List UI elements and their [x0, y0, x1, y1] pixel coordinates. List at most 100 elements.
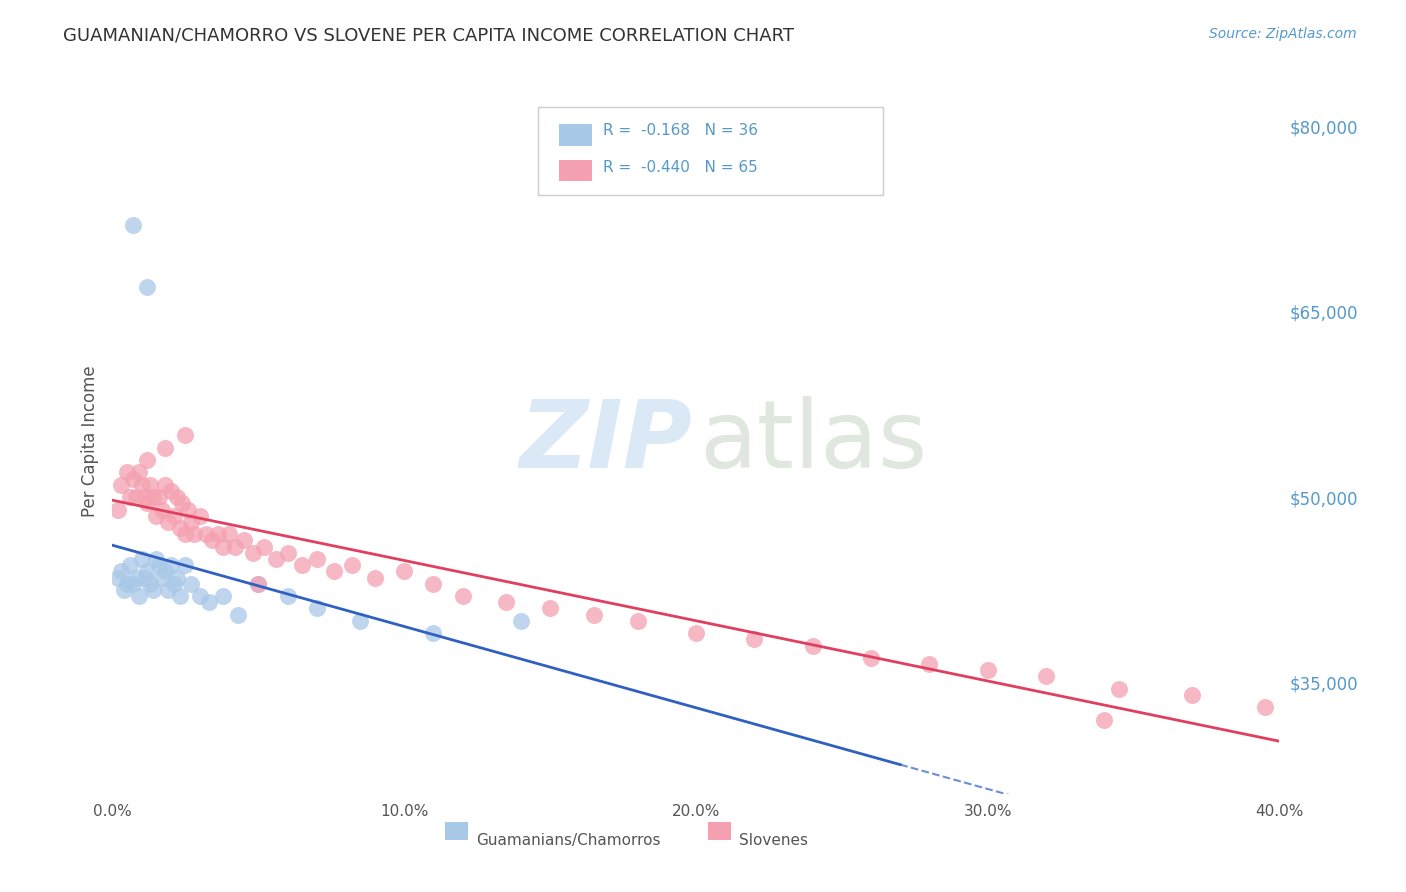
Point	[172, 496, 194, 510]
Point	[160, 558, 183, 573]
Text: Guamanians/Chamorros: Guamanians/Chamorros	[477, 832, 661, 847]
FancyBboxPatch shape	[560, 160, 592, 181]
Text: R =  -0.440   N = 65: R = -0.440 N = 65	[603, 160, 758, 175]
Point	[276, 546, 298, 560]
Point	[340, 558, 363, 573]
Point	[166, 570, 188, 584]
Point	[122, 472, 145, 486]
FancyBboxPatch shape	[446, 822, 468, 839]
Point	[115, 576, 138, 591]
Point	[163, 508, 186, 523]
Point	[188, 508, 211, 523]
Point	[364, 570, 387, 584]
Point	[156, 582, 179, 597]
Point	[134, 570, 156, 584]
Point	[169, 521, 191, 535]
Point	[110, 565, 132, 579]
Point	[163, 576, 186, 591]
FancyBboxPatch shape	[707, 822, 731, 839]
Point	[148, 558, 170, 573]
Point	[136, 565, 159, 579]
Point	[685, 626, 707, 640]
Point	[509, 614, 531, 628]
Point	[976, 663, 998, 677]
Point	[150, 502, 173, 516]
Point	[1108, 681, 1130, 696]
Point	[107, 502, 129, 516]
Point	[212, 540, 235, 554]
Point	[128, 466, 150, 480]
Text: Source: ZipAtlas.com: Source: ZipAtlas.com	[1209, 27, 1357, 41]
Point	[112, 582, 135, 597]
Point	[174, 428, 197, 442]
Point	[131, 552, 153, 566]
Point	[107, 570, 129, 584]
Point	[180, 576, 202, 591]
Point	[166, 490, 188, 504]
Point	[136, 453, 159, 467]
Point	[918, 657, 941, 671]
Point	[174, 527, 197, 541]
Point	[153, 565, 176, 579]
Point	[153, 478, 176, 492]
Text: GUAMANIAN/CHAMORRO VS SLOVENE PER CAPITA INCOME CORRELATION CHART: GUAMANIAN/CHAMORRO VS SLOVENE PER CAPITA…	[63, 27, 794, 45]
Point	[122, 218, 145, 232]
Point	[291, 558, 314, 573]
Point	[394, 565, 416, 579]
Point	[305, 601, 328, 615]
Point	[1181, 688, 1204, 702]
Point	[247, 576, 270, 591]
Point	[582, 607, 605, 622]
Point	[110, 478, 132, 492]
Point	[148, 490, 170, 504]
Point	[201, 533, 224, 548]
Point	[169, 589, 191, 603]
Point	[142, 490, 165, 504]
Point	[451, 589, 474, 603]
FancyBboxPatch shape	[538, 107, 883, 194]
Point	[153, 441, 176, 455]
Point	[128, 589, 150, 603]
Point	[125, 570, 148, 584]
Point	[538, 601, 561, 615]
Point	[145, 552, 167, 566]
Point	[136, 496, 159, 510]
Point	[188, 589, 211, 603]
Point	[131, 478, 153, 492]
FancyBboxPatch shape	[560, 124, 592, 145]
Text: ZIP: ZIP	[520, 395, 693, 488]
Point	[276, 589, 298, 603]
Point	[139, 478, 162, 492]
Text: Slovenes: Slovenes	[740, 832, 808, 847]
Point	[174, 558, 197, 573]
Point	[145, 508, 167, 523]
Point	[1094, 713, 1116, 727]
Point	[142, 582, 165, 597]
Text: R =  -0.168   N = 36: R = -0.168 N = 36	[603, 123, 758, 138]
Point	[115, 466, 138, 480]
Point	[349, 614, 371, 628]
Point	[1035, 669, 1057, 683]
Point	[495, 595, 517, 609]
Point	[242, 546, 264, 560]
Y-axis label: Per Capita Income: Per Capita Income	[80, 366, 98, 517]
Point	[247, 576, 270, 591]
Point	[860, 651, 883, 665]
Point	[197, 595, 219, 609]
Point	[742, 632, 765, 647]
Point	[305, 552, 328, 566]
Point	[180, 515, 202, 529]
Point	[232, 533, 254, 548]
Point	[139, 576, 162, 591]
Point	[218, 527, 240, 541]
Point	[134, 490, 156, 504]
Point	[160, 483, 183, 498]
Point	[226, 607, 249, 622]
Point	[627, 614, 650, 628]
Text: atlas: atlas	[699, 395, 928, 488]
Point	[118, 558, 141, 573]
Point	[224, 540, 246, 554]
Point	[125, 490, 148, 504]
Point	[801, 639, 824, 653]
Point	[323, 565, 346, 579]
